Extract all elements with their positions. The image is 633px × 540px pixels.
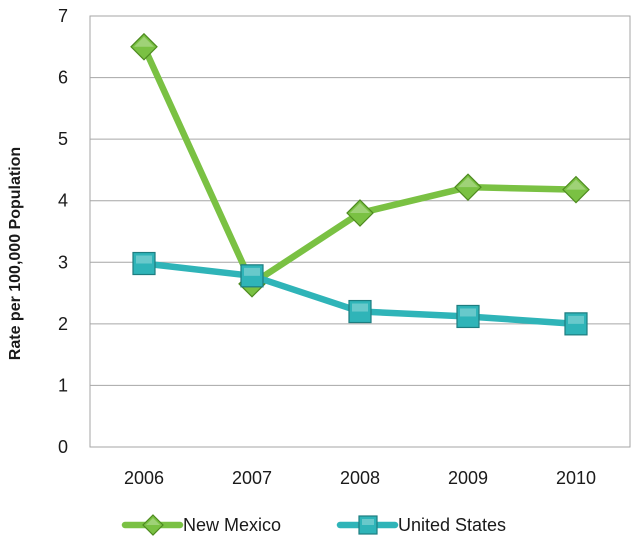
y-axis-ticks: 0 1 2 3 4 5 6 7 (58, 6, 68, 457)
series-1 (132, 251, 588, 336)
y-tick-label: 1 (58, 375, 68, 395)
y-axis-label: Rate per 100,000 Population (7, 147, 24, 360)
data-point-marker (130, 32, 158, 61)
legend-item: United States (336, 515, 506, 535)
data-point-marker (562, 175, 590, 204)
legend-marker (142, 514, 164, 536)
data-point-marker (346, 199, 374, 227)
data-point-marker-highlight (566, 179, 586, 190)
data-point-marker (454, 173, 482, 202)
legend-label: New Mexico (183, 515, 281, 535)
data-point-marker-highlight (136, 255, 152, 264)
x-tick-label: 2007 (232, 468, 272, 488)
legend-marker-highlight (362, 519, 374, 525)
y-tick-label: 5 (58, 129, 68, 149)
legend-item: New Mexico (121, 514, 281, 536)
data-point-marker-highlight (134, 36, 154, 47)
data-point-marker (348, 299, 372, 324)
series-0 (130, 32, 590, 298)
series-lines (130, 32, 590, 336)
legend-marker-highlight (146, 518, 160, 525)
data-point-marker-highlight (244, 267, 260, 276)
data-point-marker-highlight (460, 308, 476, 317)
y-tick-label: 4 (58, 191, 68, 211)
x-tick-label: 2008 (340, 468, 380, 488)
x-axis-ticks: 2006 2007 2008 2009 2010 (124, 468, 596, 488)
x-tick-label: 2009 (448, 468, 488, 488)
legend: New Mexico United States (121, 514, 506, 536)
data-point-marker-highlight (458, 177, 478, 188)
y-tick-label: 7 (58, 6, 68, 26)
plot-area-border (89, 15, 631, 448)
data-point-marker (132, 251, 156, 276)
y-tick-label: 0 (58, 437, 68, 457)
data-point-marker-highlight (350, 203, 370, 214)
x-tick-label: 2010 (556, 468, 596, 488)
legend-label: United States (398, 515, 506, 535)
data-point-marker (456, 304, 480, 329)
data-point-marker (564, 312, 588, 336)
x-tick-label: 2006 (124, 468, 164, 488)
y-tick-label: 3 (58, 252, 68, 272)
data-point-marker-highlight (352, 303, 368, 312)
y-tick-label: 2 (58, 314, 68, 334)
y-tick-label: 6 (58, 68, 68, 88)
legend-marker (358, 515, 378, 535)
data-point-marker-highlight (568, 315, 584, 324)
data-point-marker (240, 264, 264, 288)
